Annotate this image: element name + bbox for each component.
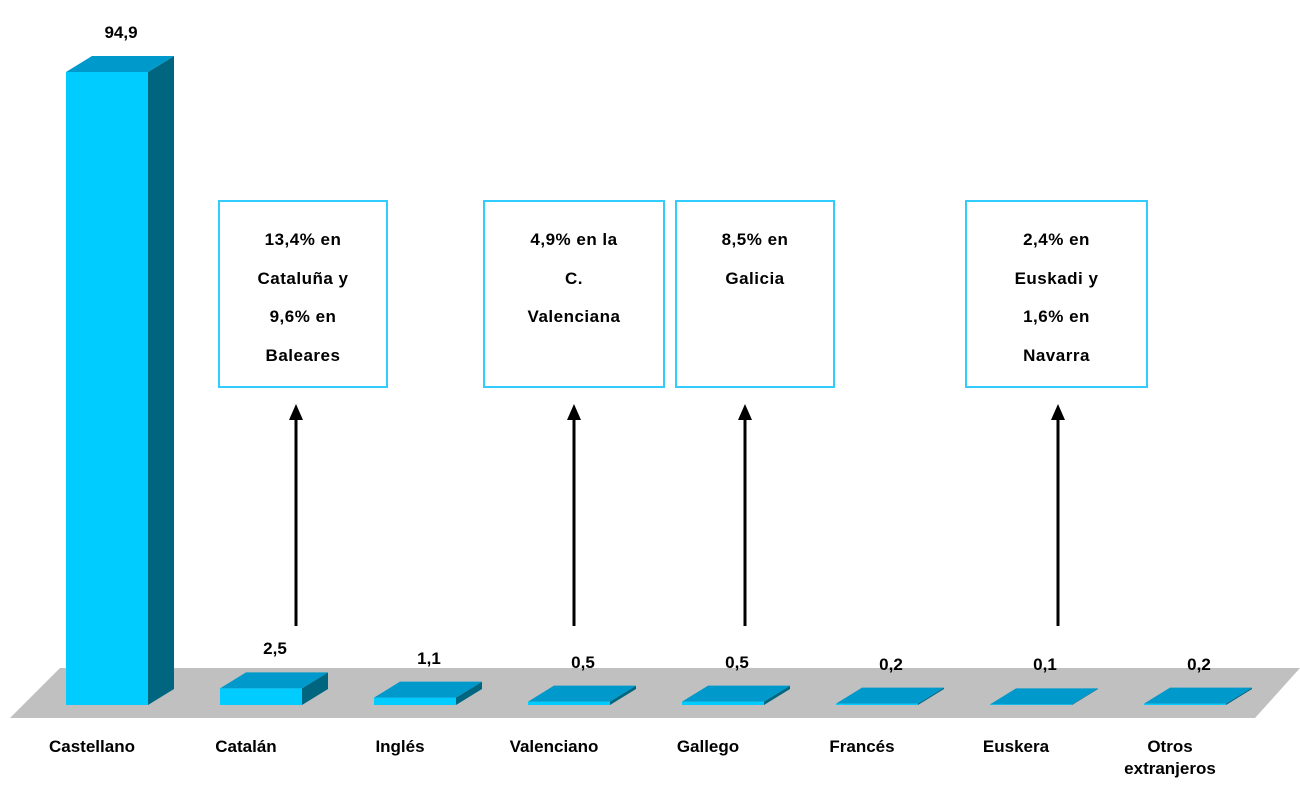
bar-face	[220, 688, 302, 705]
x-tick-label: Castellano	[49, 737, 135, 756]
annotation-line: Baleares	[265, 345, 341, 365]
bar-face	[836, 703, 918, 705]
x-tick-label: Catalán	[215, 737, 277, 756]
annotation-box: 2,4% en Euskadi y 1,6% en Navarra	[965, 200, 1148, 388]
x-tick-label: Otros extranjeros	[1124, 737, 1216, 778]
annotation-line: 9,6% en	[269, 307, 337, 326]
bar-face	[528, 685, 636, 702]
annotation-line: 1,6% en	[1023, 307, 1090, 326]
annotation-line: C.	[565, 268, 583, 288]
arrow-head	[1051, 404, 1065, 420]
annotation-line: Valenciana	[527, 307, 621, 326]
bar-face	[66, 72, 148, 706]
bar	[66, 56, 174, 706]
annotation-line: Euskadi y	[1014, 268, 1099, 288]
bar-face	[456, 681, 482, 705]
bar-face	[220, 672, 328, 689]
annotation-line: Navarra	[1023, 345, 1090, 365]
floor	[10, 668, 1300, 718]
bar	[220, 672, 328, 705]
annotation-line: 2,4% en	[1023, 230, 1090, 249]
bar-face	[990, 704, 1072, 705]
annotation-box: 4,9% en la C. Valenciana	[483, 200, 665, 388]
annotation-line: 8,5% en	[721, 230, 789, 249]
bar	[836, 687, 944, 705]
value-label: 1,1	[417, 648, 441, 668]
arrow-head	[289, 404, 303, 420]
value-label: 0,5	[725, 652, 749, 672]
annotation-line: Cataluña y	[257, 268, 349, 288]
bar-face	[1226, 687, 1252, 705]
value-label: 94,9	[104, 23, 138, 43]
bar-face	[682, 685, 790, 702]
x-tick-label: Euskera	[982, 737, 1050, 756]
bar-face	[682, 701, 764, 705]
bar-face	[1144, 687, 1252, 704]
annotation-line: 13,4% en	[264, 230, 342, 249]
bar	[682, 685, 790, 705]
bar-face	[918, 687, 944, 705]
value-label: 0,2	[879, 654, 903, 674]
bar	[990, 688, 1098, 705]
bar-face	[528, 701, 610, 705]
bar-face	[1144, 703, 1226, 705]
bar-face	[836, 687, 944, 704]
bar	[528, 685, 636, 705]
arrow-head	[567, 404, 581, 420]
value-label: 0,5	[571, 652, 595, 672]
x-tick-label: Valenciano	[509, 737, 599, 756]
x-tick-label: Gallego	[676, 737, 740, 756]
bar-face	[66, 56, 174, 73]
bar	[1144, 687, 1252, 705]
bar	[374, 681, 482, 705]
value-label: 2,5	[263, 639, 287, 659]
bar-face	[610, 685, 636, 705]
annotation-box: 8,5% en Galicia	[675, 200, 835, 388]
value-label: 0,1	[1033, 655, 1057, 675]
bar-face	[1072, 688, 1098, 705]
bar-face	[764, 685, 790, 705]
value-label: 0,2	[1187, 654, 1211, 674]
annotation-line: 4,9% en la	[530, 230, 618, 249]
annotation-line: Galicia	[725, 268, 785, 288]
x-tick-label: Inglés	[375, 737, 425, 756]
bar-face	[148, 56, 174, 706]
x-tick-label: Francés	[829, 737, 895, 756]
bar-face	[990, 688, 1098, 705]
annotation-box: 13,4% en Cataluña y 9,6% en Baleares	[218, 200, 388, 388]
bar-face	[302, 672, 328, 705]
bar-face	[374, 681, 482, 698]
arrow-head	[738, 404, 752, 420]
bar-face	[374, 697, 456, 705]
